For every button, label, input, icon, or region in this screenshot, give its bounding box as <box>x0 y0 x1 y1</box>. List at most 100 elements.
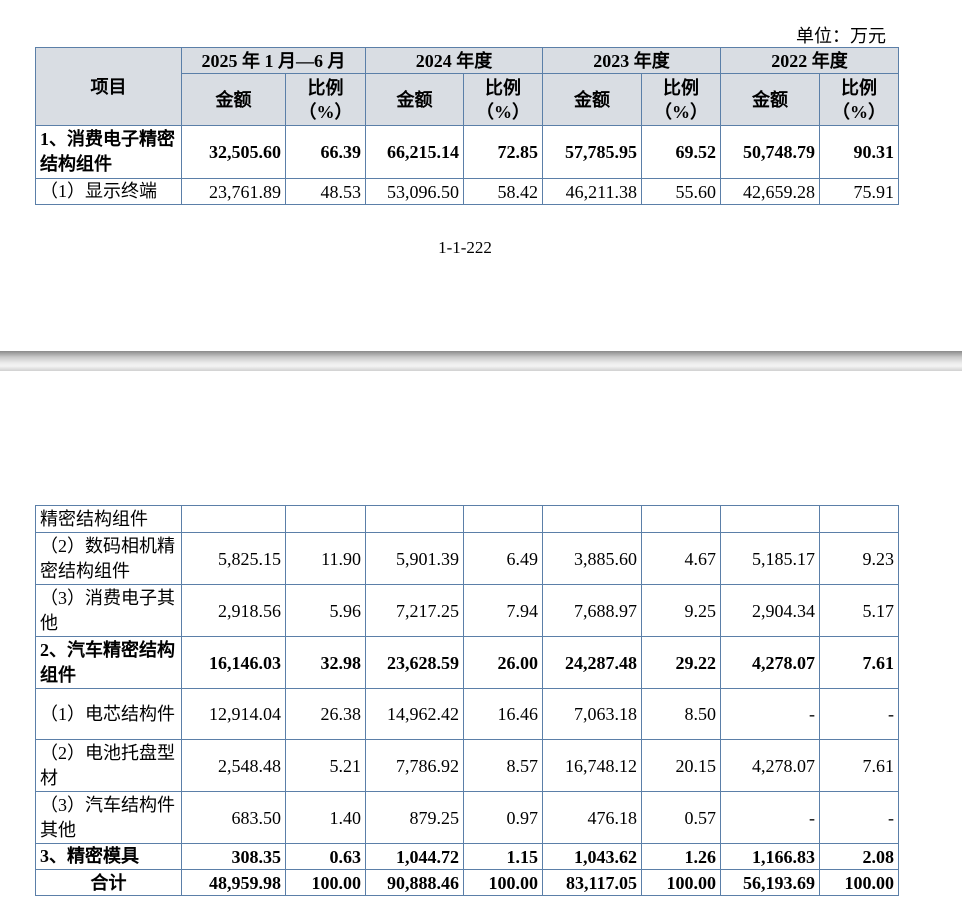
ratio-cell: 8.57 <box>463 739 543 792</box>
ratio-cell: 5.17 <box>819 584 899 637</box>
ratio-cell: 5.21 <box>285 739 366 792</box>
amount-cell: 66,215.14 <box>365 125 464 179</box>
row-label: （2）数码相机精密结构组件 <box>35 532 182 585</box>
row-label: 2、汽车精密结构组件 <box>35 636 182 689</box>
amount-cell: 2,548.48 <box>181 739 286 792</box>
header-item: 项目 <box>35 47 182 126</box>
header-amount: 金额 <box>181 73 286 126</box>
ratio-cell <box>641 505 721 533</box>
table-row: （1）电芯结构件 12,914.04 26.38 14,962.42 16.46 7,06… <box>35 688 899 740</box>
ratio-cell: 0.57 <box>641 791 721 844</box>
amount-cell: 48,959.98 <box>181 869 286 896</box>
ratio-cell: 29.22 <box>641 636 721 689</box>
ratio-cell: 100.00 <box>463 869 543 896</box>
amount-cell: 1,166.83 <box>720 843 820 870</box>
table-row: 2、汽车精密结构组件 16,146.03 32.98 23,628.59 26.00 24… <box>35 636 899 689</box>
amount-cell: 3,885.60 <box>542 532 642 585</box>
ratio-cell: 7.94 <box>463 584 543 637</box>
ratio-cell: - <box>819 688 899 740</box>
row-label: 1、消费电子精密结构组件 <box>35 125 182 179</box>
amount-cell: 5,185.17 <box>720 532 820 585</box>
amount-cell: 53,096.50 <box>365 178 464 205</box>
ratio-cell: 7.61 <box>819 739 899 792</box>
amount-cell: 16,748.12 <box>542 739 642 792</box>
amount-cell: 7,688.97 <box>542 584 642 637</box>
amount-cell: 1,043.62 <box>542 843 642 870</box>
row-label: （3）消费电子其他 <box>35 584 182 637</box>
table-row: （3）消费电子其他 2,918.56 5.96 7,217.25 7.94 7,688.9… <box>35 584 899 637</box>
amount-cell: 476.18 <box>542 791 642 844</box>
ratio-cell: 7.61 <box>819 636 899 689</box>
amount-cell: 56,193.69 <box>720 869 820 896</box>
amount-cell: 42,659.28 <box>720 178 820 205</box>
row-label: 精密结构组件 <box>35 505 182 533</box>
revenue-table-page1: 项目 2025 年 1 月—6 月 2024 年度 2023 年度 2022 年… <box>35 47 899 205</box>
table-row: （1）显示终端 23,761.89 48.53 53,096.50 58.42 46,21… <box>35 178 899 205</box>
header-period: 2025 年 1 月—6 月 <box>181 47 366 74</box>
header-period: 2024 年度 <box>365 47 543 74</box>
page-separator <box>0 351 962 371</box>
amount-cell: - <box>720 791 820 844</box>
ratio-cell: 16.46 <box>463 688 543 740</box>
amount-cell: 32,505.60 <box>181 125 286 179</box>
table-row: 1、消费电子精密结构组件 32,505.60 66.39 66,215.14 72.85… <box>35 125 899 179</box>
amount-cell: 4,278.07 <box>720 739 820 792</box>
row-label: 3、精密模具 <box>35 843 182 870</box>
ratio-cell: 48.53 <box>285 178 366 205</box>
ratio-cell: - <box>819 791 899 844</box>
ratio-cell: 20.15 <box>641 739 721 792</box>
ratio-cell: 75.91 <box>819 178 899 205</box>
ratio-cell <box>819 505 899 533</box>
ratio-cell: 2.08 <box>819 843 899 870</box>
amount-cell: 879.25 <box>365 791 464 844</box>
page-number: 1-1-222 <box>438 238 492 257</box>
unit-label: 单位：万元 <box>796 26 886 46</box>
row-label: （1）电芯结构件 <box>35 688 182 740</box>
header-ratio: 比例 （%） <box>641 73 721 126</box>
ratio-cell: 26.00 <box>463 636 543 689</box>
ratio-cell: 55.60 <box>641 178 721 205</box>
amount-cell: 90,888.46 <box>365 869 464 896</box>
header-period: 2022 年度 <box>720 47 899 74</box>
header-period: 2023 年度 <box>542 47 721 74</box>
amount-cell: 23,761.89 <box>181 178 286 205</box>
amount-cell: 12,914.04 <box>181 688 286 740</box>
ratio-cell: 1.40 <box>285 791 366 844</box>
ratio-cell: 26.38 <box>285 688 366 740</box>
revenue-table-page2: 精密结构组件 （2）数码相机精密结构组件 5,825.15 11.90 5,901.39… <box>35 505 899 896</box>
ratio-cell: 9.23 <box>819 532 899 585</box>
header-ratio: 比例 （%） <box>819 73 899 126</box>
row-label: （3）汽车结构件其他 <box>35 791 182 844</box>
ratio-cell <box>463 505 543 533</box>
amount-cell: 2,918.56 <box>181 584 286 637</box>
row-label: （2）电池托盘型材 <box>35 739 182 792</box>
amount-cell: 5,825.15 <box>181 532 286 585</box>
amount-cell: 5,901.39 <box>365 532 464 585</box>
amount-cell: 7,217.25 <box>365 584 464 637</box>
amount-cell: 23,628.59 <box>365 636 464 689</box>
ratio-cell: 66.39 <box>285 125 366 179</box>
amount-cell <box>181 505 286 533</box>
amount-cell: 1,044.72 <box>365 843 464 870</box>
amount-cell <box>720 505 820 533</box>
ratio-cell: 32.98 <box>285 636 366 689</box>
ratio-cell: 0.97 <box>463 791 543 844</box>
amount-cell: 16,146.03 <box>181 636 286 689</box>
amount-cell: 14,962.42 <box>365 688 464 740</box>
ratio-cell: 100.00 <box>285 869 366 896</box>
amount-cell: 24,287.48 <box>542 636 642 689</box>
header-ratio-l1: 比例 <box>485 77 521 98</box>
amount-cell: 308.35 <box>181 843 286 870</box>
ratio-cell: 1.15 <box>463 843 543 870</box>
ratio-cell: 5.96 <box>285 584 366 637</box>
header-ratio-l1: 比例 <box>307 77 344 98</box>
amount-cell: 4,278.07 <box>720 636 820 689</box>
header-ratio-l2: （%） <box>476 101 530 122</box>
header-ratio: 比例 （%） <box>463 73 543 126</box>
amount-cell: 83,117.05 <box>542 869 642 896</box>
row-label: （1）显示终端 <box>35 178 182 205</box>
ratio-cell: 11.90 <box>285 532 366 585</box>
row-label: 合计 <box>35 869 182 896</box>
amount-cell <box>542 505 642 533</box>
table-row: 精密结构组件 <box>35 505 899 533</box>
